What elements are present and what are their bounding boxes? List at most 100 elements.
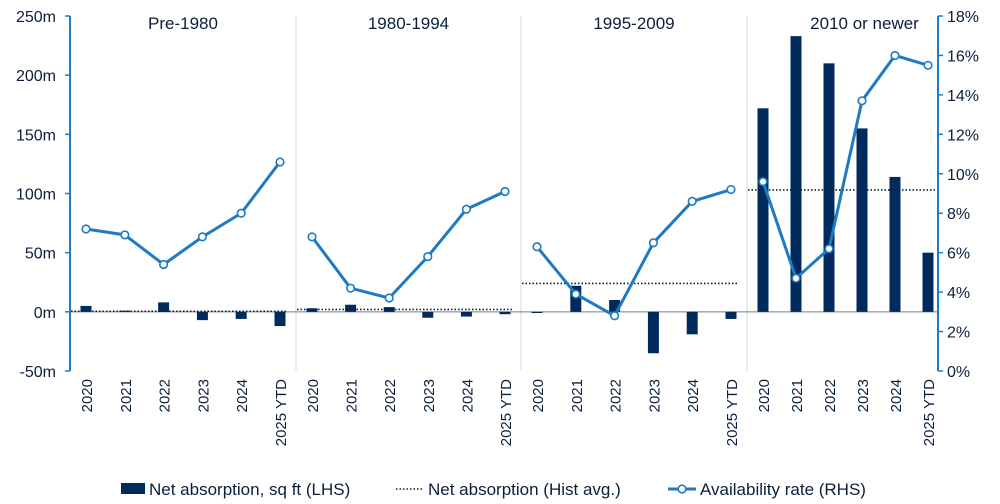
x-tick-label: 2021 [569,379,586,412]
panel-title: Pre-1980 [148,14,218,33]
legend: Net absorption, sq ft (LHS) Net absorptio… [121,480,866,499]
availability-point [307,232,317,242]
availability-point [236,208,246,218]
bar [570,285,582,312]
panel: 2010 or newer 2020 2021 2022 2023 2024 2025 YT… [748,14,938,446]
panel-title: 1980-1994 [368,14,449,33]
left-tick-label: 150m [16,127,56,144]
right-tick-label: 6% [947,246,970,263]
x-tick-label: 2024 [234,379,251,412]
x-tick-label: 2020 [305,379,322,412]
x-tick-label: 2025 YTD [921,379,938,446]
bar [889,176,901,312]
bar [196,311,208,321]
bar [235,311,247,319]
x-tick-label: 2023 [195,379,212,412]
x-tick-label: 2024 [888,379,905,412]
right-tick-label: 14% [947,88,979,105]
right-tick-label: 12% [947,127,979,144]
right-tick-label: 0% [947,364,970,381]
availability-line [535,188,732,318]
legend-swatch-marker [677,484,687,494]
left-tick-label: 100m [16,187,56,204]
x-tick-label: 2021 [118,379,135,412]
availability-point [890,50,900,61]
bar [531,311,543,314]
availability-point [81,224,91,234]
availability-point [423,252,433,262]
availability-line [85,161,282,266]
x-tick-label: 2025 YTD [273,379,290,446]
x-tick-label: 2021 [344,379,361,412]
bar [856,128,868,312]
availability-point [275,157,285,167]
availability-point [791,273,801,283]
left-tick-label: 0m [34,305,56,322]
x-tick-label: 2024 [685,379,702,412]
availability-point [461,204,472,214]
availability-point [384,293,394,303]
right-tick-label: 10% [947,167,979,184]
availability-point [687,196,697,206]
x-tick-label: 2022 [382,379,399,412]
availability-point [609,311,620,321]
availability-point [571,289,581,299]
bar [345,304,357,312]
bar [274,311,286,327]
legend-label: Net absorption (Hist avg.) [428,480,621,499]
right-axis-ticks: 0% 2% 4% 6% 8% 10% 12% 14% 16% 18% [938,9,979,381]
x-tick-label: 2023 [646,379,663,412]
bar [647,311,659,354]
legend-label: Availability rate (RHS) [700,480,866,499]
x-tick-label: 2022 [608,379,625,412]
right-tick-label: 16% [947,48,979,65]
availability-point [532,242,542,252]
right-tick-label: 2% [947,325,970,342]
x-tick-label: 2020 [530,379,547,412]
availability-point [500,186,510,197]
left-axis-ticks: -50m 0m 50m 100m 150m 200m 250m [16,9,70,381]
availability-point [726,184,736,195]
right-tick-label: 18% [947,9,979,26]
availability-point [120,230,130,240]
bar [158,302,170,312]
x-tick-label: 2022 [157,379,174,412]
bar [757,108,769,312]
x-tick-label: 2021 [789,379,806,412]
x-tick-label: 2020 [79,379,96,412]
availability-point [159,259,169,270]
availability-point [824,244,834,254]
legend-swatch-bar [121,483,145,494]
availability-point [923,60,933,70]
panel: 1995-2009 2020 2021 2022 2023 2024 2025 YTD [522,14,741,446]
left-tick-label: 250m [16,9,56,26]
bar [686,311,698,335]
bar [823,63,835,312]
panel-dividers [295,16,748,371]
bar [922,252,934,312]
left-tick-label: 200m [16,68,56,85]
panel-title: 1995-2009 [593,14,674,33]
panel: 1980-1994 2020 2021 2022 2023 2024 2025 YTD [297,14,515,446]
right-tick-label: 8% [947,206,970,223]
availability-line [761,53,929,280]
availability-point [346,283,356,293]
availability-point [648,238,659,248]
x-tick-label: 2025 YTD [724,379,741,446]
bar [725,311,737,319]
left-tick-label: -50m [20,364,56,381]
bar [499,311,511,315]
availability-point [197,232,207,242]
x-tick-label: 2023 [421,379,438,412]
availability-point [758,177,768,187]
panel: Pre-1980 2020 2021 2022 2023 2024 2025 YTD [71,14,290,446]
x-tick-label: 2025 YTD [498,379,515,446]
x-tick-label: 2024 [459,379,476,412]
x-tick-label: 2020 [756,379,773,412]
bar [460,311,472,317]
x-tick-label: 2022 [822,379,839,412]
left-tick-label: 50m [25,246,56,263]
legend-label: Net absorption, sq ft (LHS) [149,480,350,499]
